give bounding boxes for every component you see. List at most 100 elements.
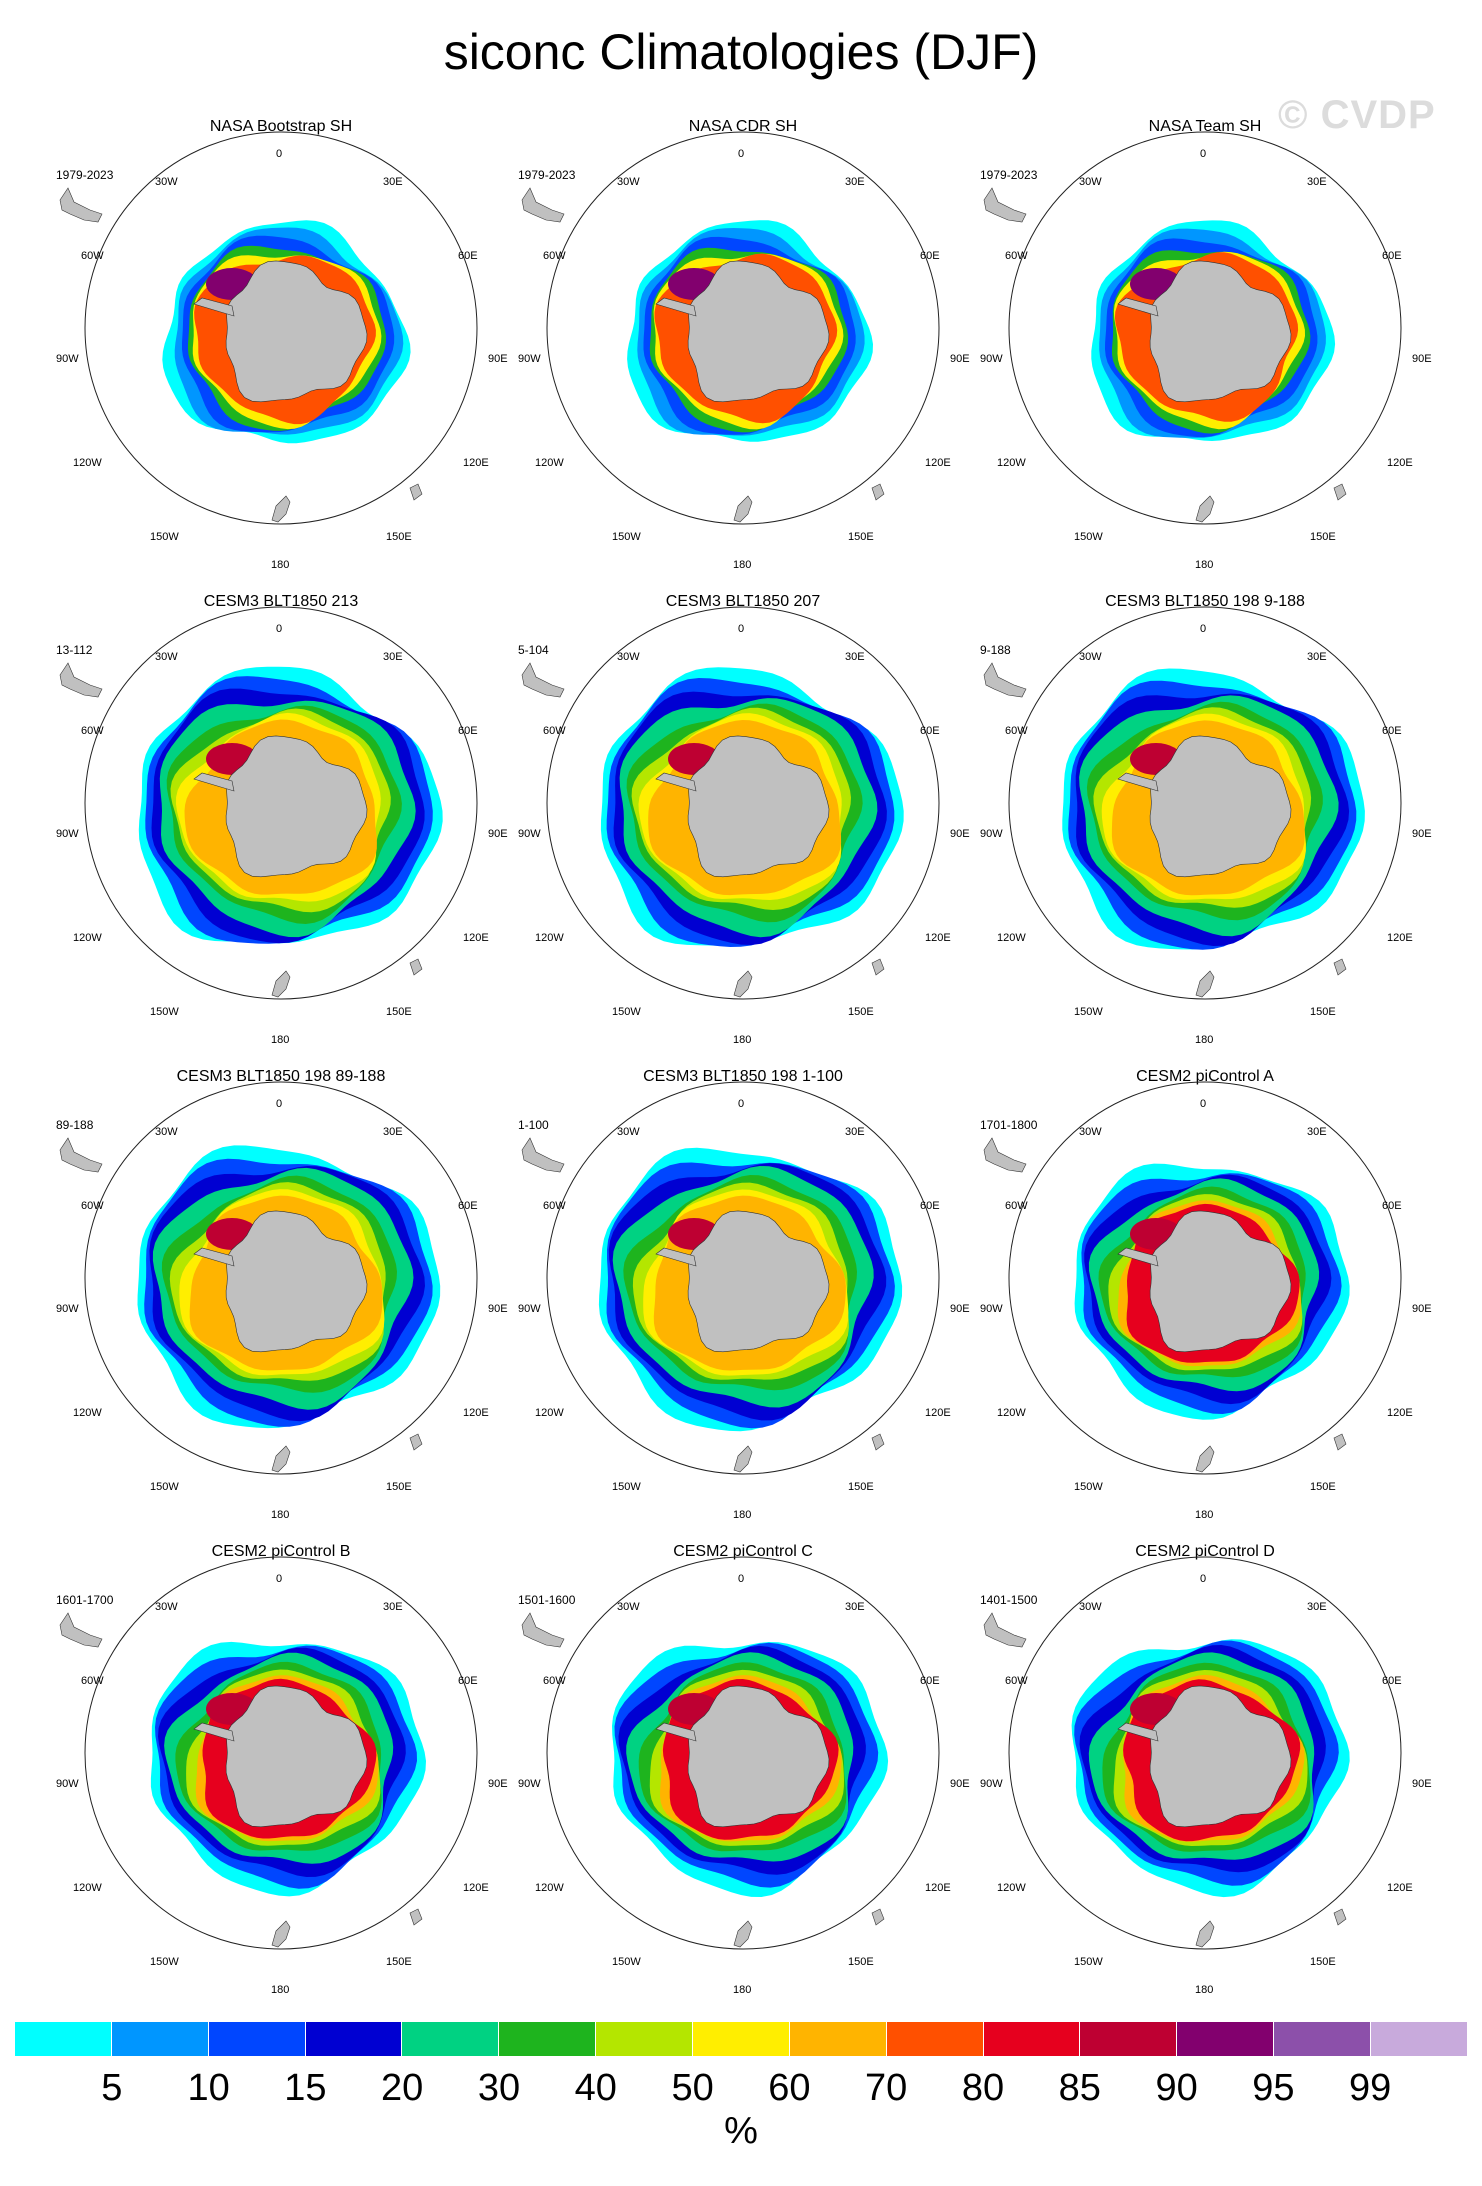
longitude-label: 30W xyxy=(617,1601,640,1613)
map-panel: CESM3 BLT1850 207 5-104 0 30W 30E 60W 60E 90W 90… xyxy=(512,593,974,1065)
panel-title: CESM3 BLT1850 198 89-188 xyxy=(176,1068,386,1085)
longitude-label: 150E xyxy=(848,531,874,543)
south-america-land xyxy=(983,1612,1027,1648)
panel-years: 1601-1700 xyxy=(56,1593,114,1607)
panel-title: CESM2 piControl A xyxy=(1136,1068,1274,1085)
new-zealand-land xyxy=(1195,1445,1215,1473)
new-zealand-land xyxy=(1195,495,1215,523)
longitude-label: 150W xyxy=(150,1006,179,1018)
longitude-label: 120W xyxy=(73,457,102,469)
watermark: © CVDP xyxy=(1278,93,1436,137)
longitude-label: 90E xyxy=(950,828,970,840)
longitude-label: 90E xyxy=(1412,1778,1432,1790)
longitude-label: 30E xyxy=(1307,1126,1327,1138)
new-zealand-land xyxy=(733,495,753,523)
longitude-label: 30W xyxy=(1079,1601,1102,1613)
longitude-label: 60E xyxy=(1382,1200,1402,1212)
antarctica-land xyxy=(687,260,830,403)
longitude-label: 60W xyxy=(1005,1200,1028,1212)
south-america-land xyxy=(983,1137,1027,1173)
colorbar-box xyxy=(1080,2022,1178,2056)
south-america-land xyxy=(59,1612,103,1648)
colorbar-box xyxy=(1274,2022,1372,2056)
longitude-label: 30W xyxy=(155,1126,178,1138)
longitude-label: 60E xyxy=(458,725,478,737)
longitude-label: 0 xyxy=(1200,1573,1207,1585)
map-boundary xyxy=(84,1081,478,1475)
antarctica-land xyxy=(225,735,368,878)
new-zealand-land xyxy=(733,1445,753,1473)
south-america-land xyxy=(59,1137,103,1173)
longitude-label: 30E xyxy=(845,1126,865,1138)
longitude-label: 60E xyxy=(458,1200,478,1212)
longitude-label: 180 xyxy=(271,1984,290,1996)
map-boundary xyxy=(1008,1081,1402,1475)
longitude-label: 0 xyxy=(1200,623,1207,635)
longitude-label: 60W xyxy=(543,725,566,737)
longitude-label: 90W xyxy=(56,1303,79,1315)
antarctica-land xyxy=(687,1210,830,1353)
longitude-label: 150E xyxy=(386,1006,412,1018)
antarctica-land xyxy=(687,1685,830,1828)
longitude-label: 30W xyxy=(1079,651,1102,663)
longitude-label: 120W xyxy=(997,457,1026,469)
longitude-label: 150W xyxy=(612,531,641,543)
map-panel: CESM3 BLT1850 198 89-188 89-188 0 30W 30E 60W… xyxy=(50,1068,512,1540)
longitude-label: 150E xyxy=(1310,1006,1336,1018)
colorbar-tick-label: 15 xyxy=(284,2067,327,2109)
longitude-label: 60W xyxy=(1005,725,1028,737)
panel-years: 1501-1600 xyxy=(518,1593,576,1607)
panel-title: NASA Team SH xyxy=(1148,118,1262,135)
antarctic-peninsula xyxy=(193,1247,235,1267)
longitude-label: 150W xyxy=(150,1956,179,1968)
map-boundary xyxy=(1008,1556,1402,1950)
longitude-label: 90W xyxy=(518,1778,541,1790)
tasmania-land xyxy=(1333,1908,1347,1926)
map-panel: CESM3 BLT1850 198 9-188 9-188 0 30W 30E 60W 60… xyxy=(974,593,1436,1065)
longitude-label: 60W xyxy=(1005,250,1028,262)
map-panel: CESM2 piControl D 1401-1500 0 30W 30E 60W 60E 9… xyxy=(974,1543,1436,2015)
map-boundary xyxy=(1008,131,1402,525)
longitude-label: 150W xyxy=(1074,1481,1103,1493)
longitude-label: 60W xyxy=(81,250,104,262)
map-panel: CESM2 piControl C 1501-1600 0 30W 30E 60W 60E 9… xyxy=(512,1543,974,2015)
longitude-label: 90E xyxy=(1412,828,1432,840)
longitude-label: 0 xyxy=(1200,148,1207,160)
colorbar-box xyxy=(596,2022,694,2056)
antarctic-peninsula xyxy=(655,297,697,317)
longitude-label: 90E xyxy=(1412,1303,1432,1315)
map-panel: NASA Team SH 1979-2023 0 30W 30E 60W 60E 90W 90E… xyxy=(974,118,1436,590)
longitude-label: 30E xyxy=(383,1601,403,1613)
longitude-label: 120E xyxy=(463,1407,489,1419)
map-boundary xyxy=(84,606,478,1000)
antarctica-land xyxy=(687,735,830,878)
map-boundary xyxy=(84,131,478,525)
longitude-label: 150E xyxy=(386,1956,412,1968)
longitude-label: 120E xyxy=(1387,1407,1413,1419)
longitude-label: 90W xyxy=(56,353,79,365)
longitude-label: 0 xyxy=(276,148,283,160)
map-boundary xyxy=(1008,606,1402,1000)
antarctic-peninsula xyxy=(1117,772,1159,792)
longitude-label: 30W xyxy=(617,176,640,188)
antarctica-land xyxy=(225,1210,368,1353)
south-america-land xyxy=(59,187,103,223)
longitude-label: 120E xyxy=(463,457,489,469)
longitude-label: 180 xyxy=(271,559,290,571)
antarctic-peninsula xyxy=(655,1247,697,1267)
antarctica-land xyxy=(1149,735,1292,878)
longitude-label: 150E xyxy=(848,1956,874,1968)
longitude-label: 60E xyxy=(458,250,478,262)
colorbar-box xyxy=(111,2022,209,2056)
longitude-label: 0 xyxy=(738,623,745,635)
colorbar-tick-label: 30 xyxy=(477,2067,521,2109)
colorbar-tick-label: 50 xyxy=(671,2067,714,2109)
colorbar-units: % xyxy=(724,2110,758,2152)
colorbar-box xyxy=(983,2022,1081,2056)
longitude-label: 30W xyxy=(155,176,178,188)
longitude-label: 90W xyxy=(980,353,1003,365)
colorbar-box xyxy=(886,2022,984,2056)
polar-stereo-map xyxy=(983,606,1402,1000)
panel-years: 1-100 xyxy=(518,1118,549,1132)
longitude-label: 30E xyxy=(1307,1601,1327,1613)
